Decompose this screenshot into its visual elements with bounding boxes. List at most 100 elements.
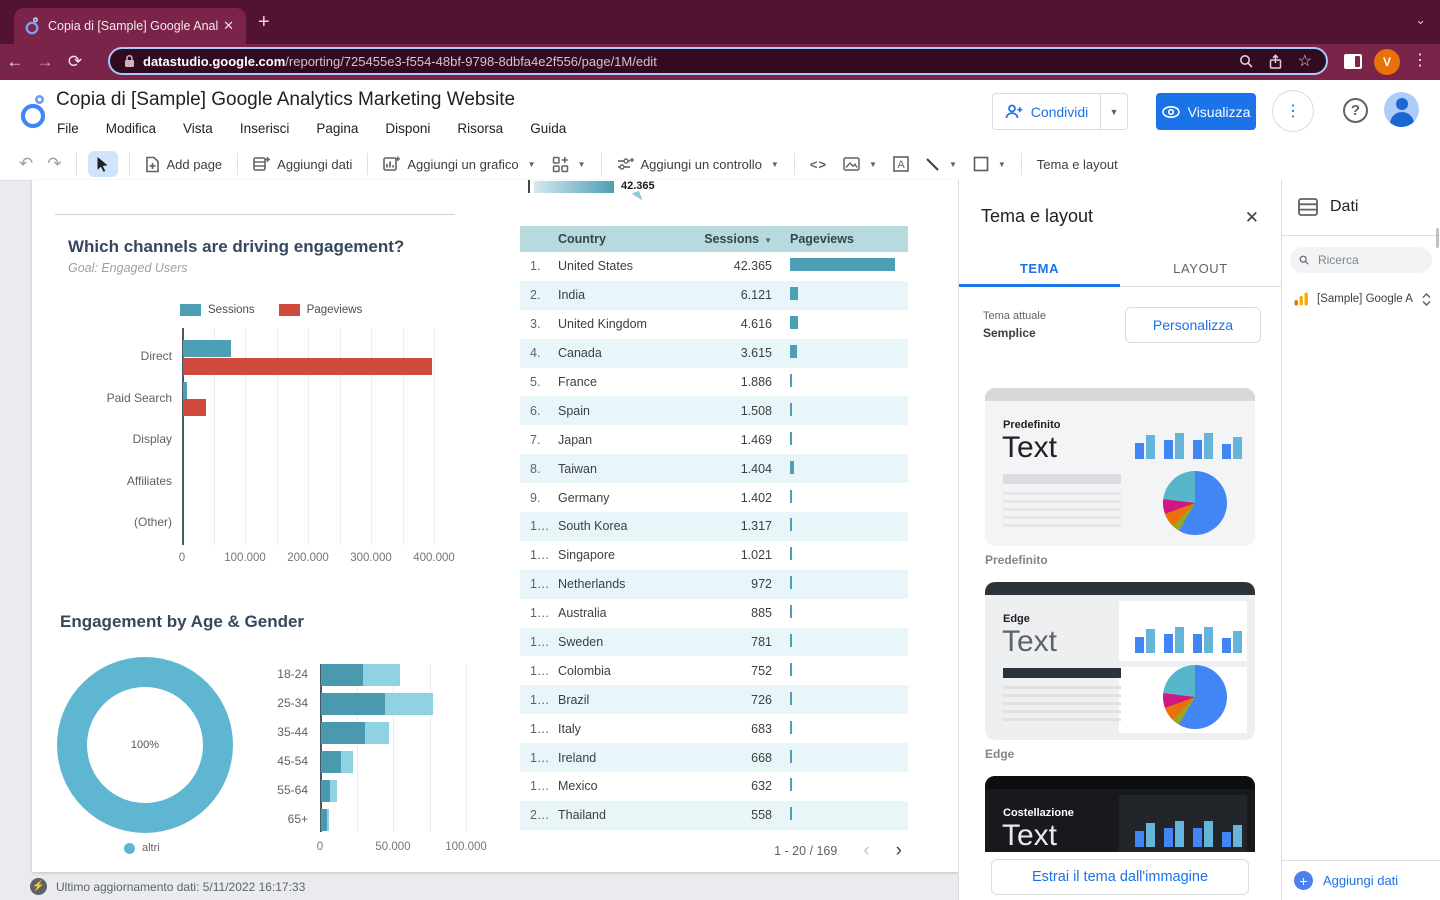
table-row[interactable]: 9.Germany1.402 <box>520 483 908 512</box>
table-row[interactable]: 1…Brazil726 <box>520 685 908 714</box>
bar-pageviews-direct[interactable] <box>183 358 432 375</box>
stacked-bar-35-44[interactable] <box>365 722 389 744</box>
table-row[interactable]: 1…Sweden781 <box>520 628 908 657</box>
table-row[interactable]: 1…Australia885 <box>520 599 908 628</box>
tab-layout[interactable]: LAYOUT <box>1120 250 1281 286</box>
menu-vista[interactable]: Vista <box>183 121 213 136</box>
donut-chart[interactable]: 100% <box>57 657 233 833</box>
browser-profile-avatar[interactable]: V <box>1374 49 1400 75</box>
column-header-country[interactable]: Country <box>558 232 680 246</box>
table-row[interactable]: 4.Canada3.615 <box>520 339 908 368</box>
close-panel-icon[interactable]: ✕ <box>1245 208 1259 228</box>
table-row[interactable]: 1…Italy683 <box>520 714 908 743</box>
bar-pageviews-paid-search[interactable] <box>183 399 206 416</box>
redo-button[interactable]: ↷ <box>40 154 68 174</box>
embed-url-button[interactable]: <> <box>802 151 835 177</box>
menu-file[interactable]: File <box>57 121 79 136</box>
side-panel-icon[interactable] <box>1344 54 1362 69</box>
table-row[interactable]: 1…South Korea1.317 <box>520 512 908 541</box>
table-row[interactable]: 1…Colombia752 <box>520 656 908 685</box>
view-button[interactable]: Visualizza <box>1156 93 1256 130</box>
channels-bar-chart[interactable] <box>182 328 470 545</box>
pagination-prev-icon[interactable]: ‹ <box>863 840 869 862</box>
share-button[interactable]: Condividi ▼ <box>992 93 1128 130</box>
stacked-bar-55-64[interactable] <box>330 780 337 802</box>
select-tool-button[interactable] <box>88 151 118 177</box>
text-tool-button[interactable]: A <box>885 151 917 177</box>
add-chart-button[interactable]: Aggiungi un grafico ▼ <box>375 151 543 177</box>
line-tool-button[interactable]: ▼ <box>917 151 965 177</box>
data-search-box[interactable] <box>1290 247 1432 273</box>
bookmark-star-icon[interactable]: ☆ <box>1298 51 1312 71</box>
image-tool-button[interactable]: ▼ <box>835 151 885 177</box>
add-page-button[interactable]: Add page <box>137 151 231 177</box>
stacked-bar-35-44[interactable] <box>321 722 365 744</box>
help-button[interactable]: ? <box>1343 98 1368 123</box>
table-row[interactable]: 2…Thailand558 <box>520 801 908 830</box>
report-title[interactable]: Copia di [Sample] Google Analytics Marke… <box>56 89 515 111</box>
theme-card-costellazione[interactable]: CostellazioneText <box>985 776 1255 852</box>
browser-menu-icon[interactable]: ⋮ <box>1412 50 1428 70</box>
menu-inserisci[interactable]: Inserisci <box>240 121 290 136</box>
stacked-bar-55-64[interactable] <box>321 780 330 802</box>
shape-tool-button[interactable]: ▼ <box>965 151 1014 177</box>
scrollbar-thumb[interactable] <box>1436 228 1439 248</box>
bar-sessions-direct[interactable] <box>183 340 231 357</box>
add-data-footer[interactable]: + Aggiungi dati <box>1282 860 1440 900</box>
table-row[interactable]: 5.France1.886 <box>520 368 908 397</box>
theme-list[interactable]: PredefinitoTextPredefinitoEdgeTextEdgeCo… <box>959 366 1281 852</box>
age-bar-chart[interactable] <box>320 664 492 832</box>
share-dropdown-caret[interactable]: ▼ <box>1100 94 1127 129</box>
table-row[interactable]: 1…Netherlands972 <box>520 570 908 599</box>
reload-button[interactable]: ⟳ <box>60 52 90 72</box>
add-control-button[interactable]: Aggiungi un controllo ▼ <box>609 151 787 177</box>
column-header-pageviews[interactable]: Pageviews <box>790 232 908 246</box>
report-canvas[interactable]: 42.365 Which channels are driving engage… <box>32 180 958 872</box>
refresh-status-icon[interactable]: ⚡ <box>30 878 47 895</box>
stacked-bar-45-54[interactable] <box>321 751 341 773</box>
table-row[interactable]: 1…Mexico632 <box>520 772 908 801</box>
collapse-icon[interactable] <box>1421 293 1432 306</box>
menu-risorsa[interactable]: Risorsa <box>457 121 503 136</box>
search-icon[interactable] <box>1239 54 1253 68</box>
more-options-button[interactable]: ⋮ <box>1272 90 1314 132</box>
stacked-bar-25-34[interactable] <box>321 693 385 715</box>
tab-overflow-chevron-icon[interactable]: ⌄ <box>1415 12 1426 28</box>
extract-theme-button[interactable]: Estrai il tema dall'immagine <box>991 859 1249 895</box>
stacked-bar-25-34[interactable] <box>385 693 433 715</box>
menu-pagina[interactable]: Pagina <box>316 121 358 136</box>
bar-sessions-paid-search[interactable] <box>183 382 187 399</box>
table-row[interactable]: 8.Taiwan1.404 <box>520 454 908 483</box>
add-data-button[interactable]: Aggiungi dati <box>245 151 360 177</box>
theme-card-predefinito[interactable]: PredefinitoText <box>985 388 1255 546</box>
browser-tab[interactable]: Copia di [Sample] Google Anal ✕ <box>14 8 246 44</box>
forward-button[interactable]: → <box>30 52 60 72</box>
stacked-bar-18-24[interactable] <box>363 664 400 686</box>
country-table[interactable]: Country Sessions▼ Pageviews 1.United Sta… <box>520 226 908 872</box>
stacked-bar-65+[interactable] <box>327 809 329 831</box>
pagination-next-icon[interactable]: › <box>896 840 902 862</box>
column-header-sessions[interactable]: Sessions▼ <box>680 232 772 246</box>
table-row[interactable]: 1…Singapore1.021 <box>520 541 908 570</box>
table-row[interactable]: 2.India6.121 <box>520 281 908 310</box>
table-row[interactable]: 7.Japan1.469 <box>520 425 908 454</box>
back-button[interactable]: ← <box>0 52 30 72</box>
stacked-bar-45-54[interactable] <box>341 751 353 773</box>
table-row[interactable]: 3.United Kingdom4.616 <box>520 310 908 339</box>
table-row[interactable]: 1…Ireland668 <box>520 743 908 772</box>
theme-card-edge[interactable]: EdgeText <box>985 582 1255 740</box>
theme-layout-toolbar-button[interactable]: Tema e layout <box>1029 151 1126 177</box>
new-tab-button[interactable]: + <box>258 10 270 34</box>
data-search-input[interactable] <box>1316 252 1423 268</box>
customize-theme-button[interactable]: Personalizza <box>1125 307 1261 343</box>
stacked-bar-18-24[interactable] <box>321 664 363 686</box>
tab-close-icon[interactable]: ✕ <box>221 18 236 34</box>
undo-button[interactable]: ↶ <box>12 154 40 174</box>
share-icon[interactable] <box>1269 54 1282 69</box>
address-bar[interactable]: datastudio.google.com /reporting/725455e… <box>108 47 1328 75</box>
account-avatar[interactable] <box>1384 92 1419 127</box>
table-row[interactable]: 6.Spain1.508 <box>520 396 908 425</box>
data-source-row[interactable]: [Sample] Google A... <box>1294 292 1432 306</box>
tab-tema[interactable]: TEMA <box>959 250 1120 286</box>
menu-guida[interactable]: Guida <box>530 121 566 136</box>
